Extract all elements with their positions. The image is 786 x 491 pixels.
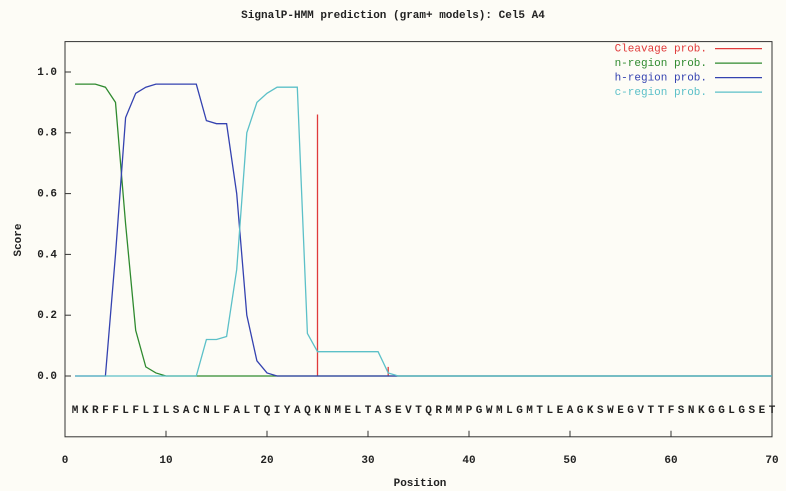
sequence-letter: T bbox=[647, 405, 654, 417]
sequence-letter: M bbox=[72, 405, 79, 417]
sequence-letter: F bbox=[223, 405, 230, 417]
sequence-letter: L bbox=[142, 405, 149, 417]
sequence-letter: M bbox=[496, 405, 503, 417]
sequence-letter: R bbox=[435, 405, 442, 417]
sequence-letter: G bbox=[577, 405, 584, 417]
y-tick-label: 0.8 bbox=[37, 128, 57, 140]
legend-label: c-region prob. bbox=[615, 87, 707, 99]
sequence-letter: A bbox=[567, 405, 574, 417]
x-tick-label: 70 bbox=[765, 455, 778, 467]
legend-label: Cleavage prob. bbox=[615, 44, 707, 56]
sequence-letter: M bbox=[334, 405, 341, 417]
sequence-letter: L bbox=[122, 405, 129, 417]
sequence-letter: L bbox=[355, 405, 362, 417]
sequence-letter: R bbox=[92, 405, 99, 417]
sequence-letter: G bbox=[476, 405, 483, 417]
legend-label: n-region prob. bbox=[615, 58, 707, 70]
sequence-letter: A bbox=[375, 405, 382, 417]
y-axis-label: Score bbox=[13, 223, 25, 256]
sequence-letter: Q bbox=[425, 405, 432, 417]
y-tick-label: 0.4 bbox=[37, 249, 57, 261]
x-tick-label: 50 bbox=[563, 455, 576, 467]
sequence-letter: T bbox=[658, 405, 665, 417]
sequence-letter: K bbox=[314, 405, 321, 417]
sequence-letter: L bbox=[728, 405, 735, 417]
sequence-letter: T bbox=[415, 405, 422, 417]
sequence-letter: N bbox=[203, 405, 210, 417]
sequence-letter: W bbox=[607, 405, 614, 417]
y-tick-label: 1.0 bbox=[37, 67, 57, 79]
sequence-letter: M bbox=[526, 405, 533, 417]
sequence-letter: I bbox=[153, 405, 160, 417]
x-tick-label: 0 bbox=[62, 455, 69, 467]
y-tick-label: 0.6 bbox=[37, 189, 57, 201]
sequence-letter: F bbox=[668, 405, 675, 417]
x-tick-label: 60 bbox=[664, 455, 677, 467]
sequence-letter: K bbox=[587, 405, 594, 417]
sequence-letter: L bbox=[546, 405, 553, 417]
sequence-letter: G bbox=[627, 405, 634, 417]
chart-title: SignalP-HMM prediction (gram+ models): C… bbox=[241, 10, 545, 22]
sequence-letter: S bbox=[678, 405, 685, 417]
sequence-letter: L bbox=[213, 405, 220, 417]
sequence-letter: E bbox=[344, 405, 351, 417]
sequence-letter: T bbox=[769, 405, 776, 417]
legend-label: h-region prob. bbox=[615, 73, 707, 85]
sequence-letter: S bbox=[385, 405, 392, 417]
sequence-letter: L bbox=[243, 405, 250, 417]
x-tick-label: 40 bbox=[462, 455, 475, 467]
y-tick-label: 0.2 bbox=[37, 310, 57, 322]
sequence-letter: F bbox=[132, 405, 139, 417]
sequence-letter: L bbox=[506, 405, 513, 417]
sequence-letter: E bbox=[759, 405, 766, 417]
sequence-letter: S bbox=[173, 405, 180, 417]
x-tick-label: 20 bbox=[260, 455, 273, 467]
sequence-letter: M bbox=[456, 405, 463, 417]
sequence-letter: F bbox=[112, 405, 119, 417]
sequence-letter: E bbox=[617, 405, 624, 417]
sequence-letter: A bbox=[183, 405, 190, 417]
sequence-letter: A bbox=[233, 405, 240, 417]
sequence-letter: K bbox=[82, 405, 89, 417]
sequence-letter: E bbox=[395, 405, 402, 417]
sequence-letter: Q bbox=[304, 405, 311, 417]
sequence-letter: V bbox=[405, 405, 412, 417]
sequence-letter: W bbox=[486, 405, 493, 417]
sequence-letter: Q bbox=[264, 405, 271, 417]
sequence-letter: S bbox=[597, 405, 604, 417]
sequence-letter: L bbox=[163, 405, 170, 417]
sequence-letter: G bbox=[738, 405, 745, 417]
sequence-letter: V bbox=[637, 405, 644, 417]
sequence-letter: A bbox=[294, 405, 301, 417]
sequence-letter: P bbox=[466, 405, 473, 417]
sequence-letter: S bbox=[748, 405, 755, 417]
sequence-letter: N bbox=[688, 405, 695, 417]
series-line bbox=[75, 86, 772, 377]
sequence-letter: F bbox=[102, 405, 109, 417]
plot-frame bbox=[64, 41, 773, 438]
x-tick-label: 30 bbox=[361, 455, 374, 467]
y-tick-label: 0.0 bbox=[37, 371, 57, 383]
x-axis-label: Position bbox=[394, 478, 447, 490]
sequence-letter: Y bbox=[284, 405, 291, 417]
sequence-letter: K bbox=[698, 405, 705, 417]
sequence-letter: E bbox=[557, 405, 564, 417]
sequence-letter: I bbox=[274, 405, 281, 417]
sequence-letter: N bbox=[324, 405, 331, 417]
sequence-letter: G bbox=[718, 405, 725, 417]
sequence-letter: T bbox=[365, 405, 372, 417]
sequence-letter: G bbox=[516, 405, 523, 417]
x-tick-label: 10 bbox=[159, 455, 172, 467]
sequence-letter: M bbox=[445, 405, 452, 417]
sequence-letter: T bbox=[254, 405, 261, 417]
sequence-letter: T bbox=[536, 405, 543, 417]
sequence-letter: G bbox=[708, 405, 715, 417]
sequence-letter: C bbox=[193, 405, 200, 417]
